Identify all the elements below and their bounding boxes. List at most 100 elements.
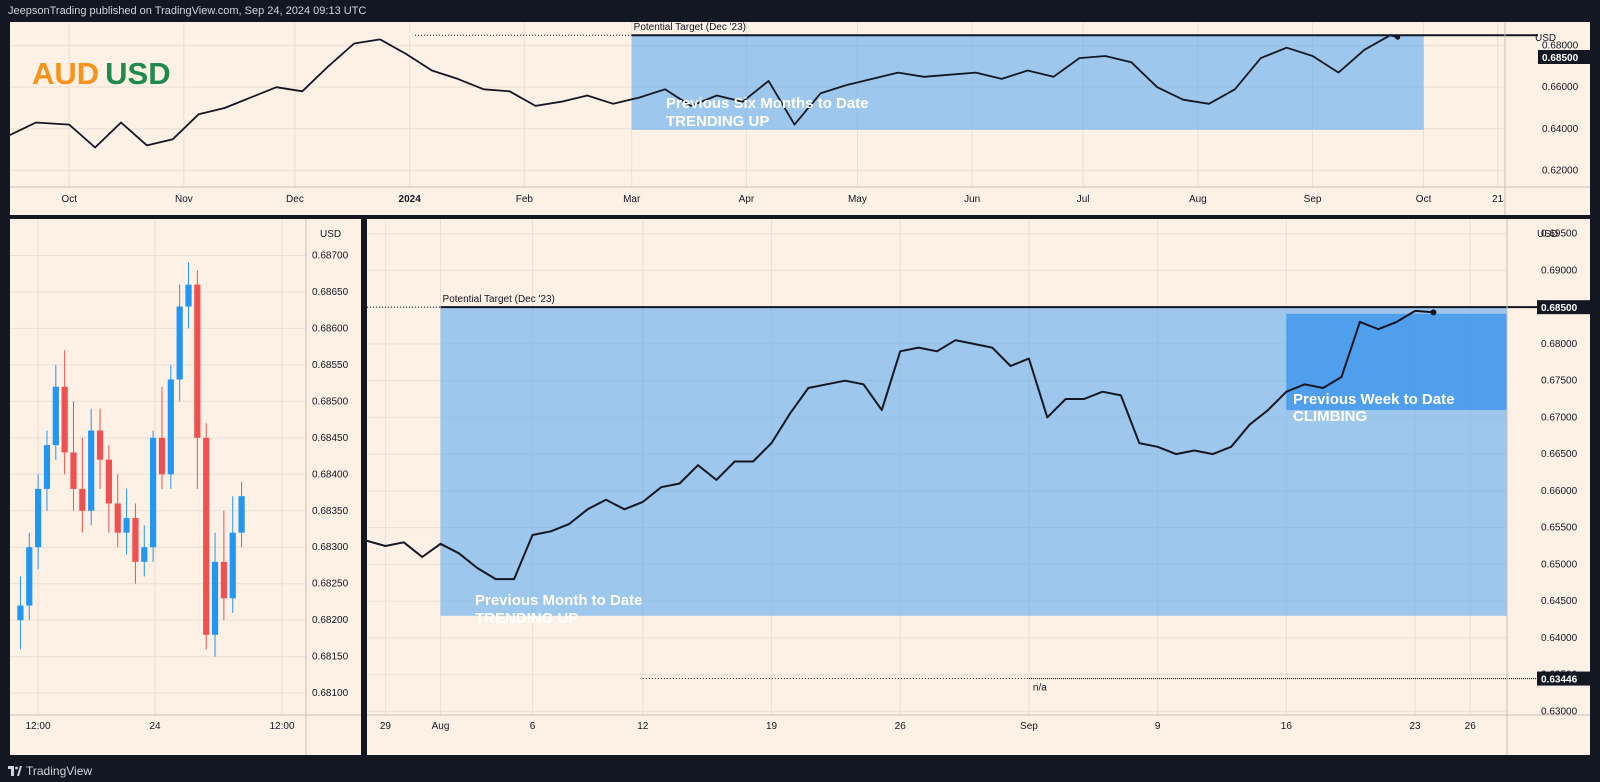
- main-price-label: 0.68500: [1541, 303, 1578, 314]
- top-y-tick: 0.62000: [1542, 165, 1579, 176]
- main-y-tick: 0.64000: [1541, 633, 1578, 644]
- top-x-tick: Apr: [739, 194, 755, 205]
- candle-body: [176, 306, 183, 380]
- candle-body: [185, 284, 192, 307]
- main-price-line: [366, 309, 1434, 581]
- main-y-tick: 0.63000: [1541, 706, 1578, 717]
- main-zones: [440, 307, 1508, 616]
- top-last-point: [1395, 34, 1401, 40]
- top-ylabel: USD: [1535, 33, 1556, 44]
- top-x-tick: Mar: [623, 194, 641, 205]
- top-zone-label-2: TRENDING UP: [666, 113, 769, 130]
- top-zone: [631, 35, 1424, 130]
- candle-body: [26, 547, 33, 606]
- main-y-tick: 0.66000: [1541, 486, 1578, 497]
- main-x-tick: 12: [637, 721, 649, 732]
- main-y-tick: 0.64500: [1541, 596, 1578, 607]
- top-chart-panel[interactable]: Oct Nov Dec 2024 Feb Mar Apr May Jun Jul Aug Sep Oct…: [9, 22, 1590, 215]
- main-x-tick: Aug: [432, 721, 450, 732]
- main-last-point: [1430, 309, 1437, 316]
- candle-body: [17, 605, 24, 621]
- top-x-tick: Jun: [964, 194, 980, 205]
- top-x-tick: Feb: [516, 194, 534, 205]
- top-chart[interactable]: Oct Nov Dec 2024 Feb Mar Apr May Jun Jul Aug Sep Oct…: [9, 22, 1590, 215]
- candle-body: [96, 430, 104, 460]
- left-x-tick: 12:00: [25, 721, 50, 732]
- main-chart-panel[interactable]: 29Aug6121926Sep91623260.630000.635000.64…: [366, 219, 1590, 755]
- week-zone-label-1: Previous Week to Date: [1293, 391, 1454, 408]
- month-zone-label-1: Previous Month to Date: [475, 592, 643, 609]
- top-x-tick: Oct: [61, 194, 77, 205]
- top-price-badge: [1538, 50, 1590, 64]
- main-x-tick: 6: [530, 721, 536, 732]
- main-x-tick: 23: [1410, 721, 1422, 732]
- left-y-tick: 0.68500: [312, 396, 349, 407]
- main-price-badge: [1537, 300, 1590, 315]
- footer-brand[interactable]: TradingView: [0, 760, 1600, 782]
- top-x-tick: Jul: [1077, 194, 1090, 205]
- left-y-tick: 0.68450: [312, 433, 349, 444]
- left-y-tick: 0.68650: [312, 287, 349, 298]
- left-y-tick: 0.68200: [312, 615, 349, 626]
- candle-body: [123, 518, 130, 533]
- left-y-tick: 0.68300: [312, 542, 349, 553]
- left-y-tick: 0.68100: [312, 688, 349, 699]
- candle-body: [114, 503, 121, 533]
- left-y-tick: 0.68400: [312, 469, 349, 480]
- main-y-tick: 0.65000: [1541, 559, 1578, 570]
- month-zone-label-2: TRENDING UP: [475, 610, 578, 627]
- top-x-tick: May: [848, 194, 867, 205]
- top-zone-rect: [631, 35, 1424, 130]
- candle-body: [211, 561, 219, 635]
- publish-info: JeepsonTrading published on TradingView.…: [8, 5, 367, 17]
- main-lines: [366, 306, 1537, 680]
- left-y-tick: 0.68550: [312, 360, 349, 371]
- candle-body: [105, 459, 112, 504]
- main-y-tick: 0.69000: [1541, 265, 1578, 276]
- main-chart[interactable]: 29Aug6121926Sep91623260.630000.635000.64…: [366, 219, 1590, 755]
- main-ylabel: USD: [1537, 229, 1558, 240]
- candle-body: [229, 532, 236, 599]
- main-x-tick: 29: [380, 721, 392, 732]
- top-y-tick: 0.66000: [1542, 82, 1579, 93]
- top-axis: Oct Nov Dec 2024 Feb Mar Apr May Jun Jul Aug Sep Oct…: [10, 22, 1590, 215]
- tradingview-logo-icon: [8, 766, 22, 776]
- top-x-tick: Dec: [286, 194, 304, 205]
- top-x-tick: 21: [1492, 194, 1504, 205]
- main-y-tick: 0.69500: [1541, 229, 1578, 240]
- candle-body: [203, 437, 210, 635]
- left-x-tick: 12:00: [269, 721, 294, 732]
- symbol-quote: USD: [105, 56, 171, 91]
- candle-body: [79, 488, 86, 511]
- na-label: n/a: [1033, 683, 1047, 694]
- candle-body: [150, 437, 157, 548]
- main-y-tick: 0.67000: [1541, 412, 1578, 423]
- top-lines: [9, 34, 1538, 149]
- candle-body: [52, 386, 59, 446]
- candle-body: [132, 518, 139, 562]
- left-candles: [17, 262, 245, 657]
- left-y-tick: 0.68250: [312, 579, 349, 590]
- candle-body: [43, 445, 51, 489]
- top-price-label: 0.68500: [1542, 53, 1579, 64]
- candle-body: [167, 379, 174, 475]
- candle-body: [70, 452, 77, 489]
- top-x-tick: Nov: [175, 194, 193, 205]
- left-axis: 0.68100 0.68150 0.68200 0.68250 0.68300 0.683…: [10, 219, 361, 755]
- candle-body: [194, 284, 201, 438]
- top-y-tick: 0.68000: [1542, 41, 1579, 52]
- left-chart[interactable]: 0.68100 0.68150 0.68200 0.68250 0.68300 0.683…: [10, 219, 361, 755]
- main-target-label: Potential Target (Dec '23): [443, 294, 555, 305]
- left-grid: [10, 219, 306, 715]
- top-x-tick: Aug: [1189, 194, 1207, 205]
- footer-brand-label: TradingView: [26, 764, 93, 778]
- main-x-tick: 19: [766, 721, 778, 732]
- main-x-tick: Sep: [1020, 721, 1038, 732]
- left-y-tick: 0.68350: [312, 506, 349, 517]
- left-y-tick: 0.68150: [312, 652, 349, 663]
- symbol-base: AUD: [32, 56, 100, 91]
- left-chart-panel[interactable]: 0.68100 0.68150 0.68200 0.68250 0.68300 0.683…: [10, 219, 361, 755]
- top-y-tick: 0.64000: [1542, 124, 1579, 135]
- week-zone-label-2: CLIMBING: [1293, 408, 1367, 425]
- top-x-tick: Sep: [1304, 194, 1322, 205]
